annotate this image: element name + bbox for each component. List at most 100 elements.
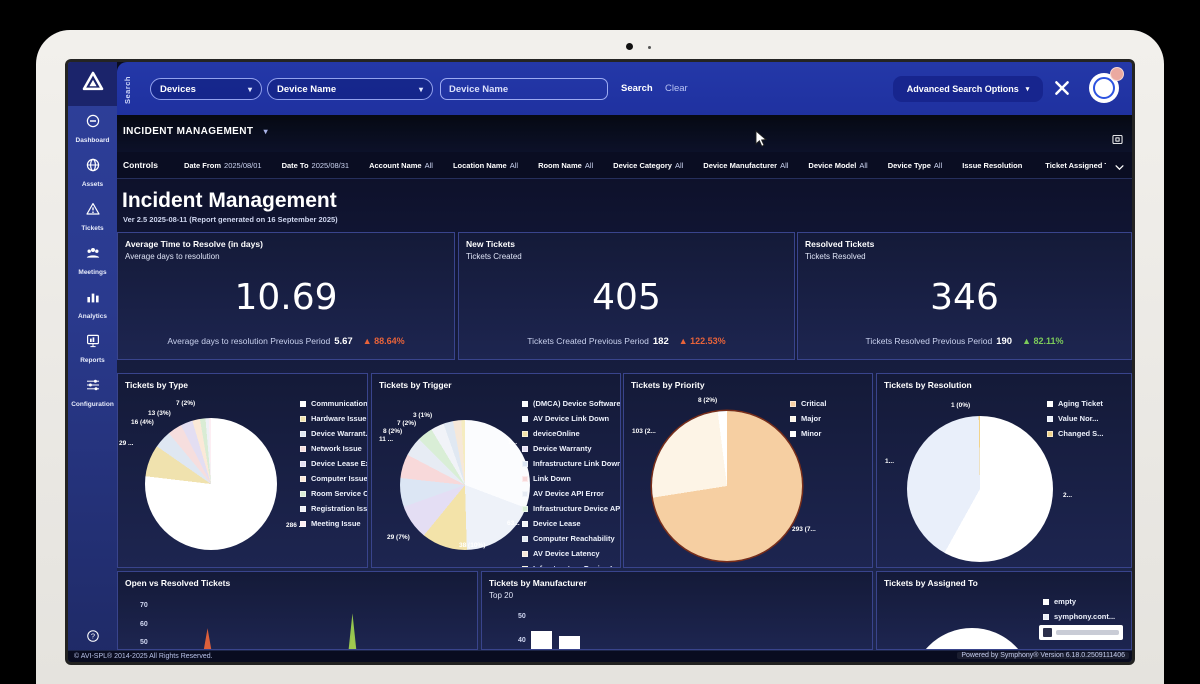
legend-item[interactable]: Link Down — [522, 471, 620, 486]
controls-label: Controls — [123, 160, 158, 170]
sidebar-item-reports[interactable]: Reports — [68, 326, 117, 370]
kpi-previous-period: Average days to resolution Previous Peri… — [167, 336, 405, 347]
legend-item[interactable]: Infrastructure Link Down — [522, 456, 620, 471]
filter-location-name[interactable]: Location Name All — [452, 160, 519, 170]
sidebar-item-analytics[interactable]: Analytics — [68, 282, 117, 326]
chart-card-tickets-by-assigned-to: Tickets by Assigned To empty symphony.con… — [876, 571, 1132, 650]
legend-item[interactable]: Communication... — [300, 396, 368, 411]
filter-date-from[interactable]: Date From 2025/08/01 — [183, 160, 262, 170]
legend-item[interactable]: Value Nor... — [1047, 411, 1103, 426]
legend-item[interactable]: symphony.cont... — [1043, 609, 1115, 624]
advanced-search-options-button[interactable]: Advanced Search Options ▾ — [893, 76, 1043, 102]
legend-item[interactable]: Meeting Issue — [300, 516, 367, 531]
sidebar-item-dashboard[interactable]: Dashboard — [68, 106, 117, 150]
legend-item[interactable]: Critical — [790, 396, 826, 411]
close-icon[interactable] — [1053, 79, 1071, 97]
legend-item[interactable]: Registration Issue — [300, 501, 368, 516]
legend-item[interactable]: deviceOnline — [522, 426, 620, 441]
field-dropdown[interactable]: Device Name ▾ — [267, 78, 433, 100]
pie-data-label: 1 (0%) — [951, 402, 971, 409]
legend-label: Network Issue — [311, 444, 362, 453]
filter-device-category[interactable]: Device Category All — [613, 160, 684, 170]
tickets-by-trigger-pie[interactable] — [400, 420, 530, 550]
search-button[interactable]: Search — [621, 83, 653, 94]
bar[interactable] — [531, 631, 552, 649]
tickets-by-resolution-pie[interactable] — [907, 416, 1053, 562]
tickets-by-type-pie[interactable] — [145, 418, 277, 550]
controls-row: Controls Date From 2025/08/01 Date To 2025/… — [117, 152, 1132, 179]
chart-legend: empty symphony.cont... — [1043, 594, 1115, 624]
sidebar-item-label: Assets — [81, 181, 104, 188]
sidebar-item-meetings[interactable]: Meetings — [68, 238, 117, 282]
user-avatar[interactable] — [1089, 67, 1124, 103]
legend-item[interactable]: (DMCA) Device Software Off... — [522, 396, 620, 411]
legend-swatch — [790, 415, 796, 422]
filter-device-type[interactable]: Device Type All — [887, 160, 943, 170]
legend-item[interactable]: empty — [1043, 594, 1115, 609]
entity-dropdown[interactable]: Devices ▾ — [150, 78, 262, 100]
legend-item[interactable]: Room Service C... — [300, 486, 367, 501]
legend-item[interactable]: Major — [790, 411, 826, 426]
tickets-by-priority-pie[interactable] — [652, 411, 802, 561]
bar[interactable] — [559, 636, 580, 649]
clear-button[interactable]: Clear — [665, 83, 688, 94]
search-section-label: Search — [123, 75, 132, 104]
filter-device-model[interactable]: Device Model All — [808, 160, 868, 170]
legend-item[interactable]: Device Lease — [522, 516, 620, 531]
legend-item[interactable]: Network Issue — [300, 441, 367, 456]
kpi-title: Average Time to Resolve (in days) — [125, 239, 263, 249]
legend-label: Registration Issue — [311, 504, 368, 513]
search-input[interactable] — [440, 78, 608, 100]
chart-title: Tickets by Type — [125, 380, 188, 390]
legend-item[interactable]: Device Warrant... — [300, 426, 367, 441]
svg-text:?: ? — [90, 632, 94, 641]
y-axis-tick: 50 — [140, 639, 148, 647]
report-selector[interactable]: INCIDENT MANAGEMENT ▾ — [123, 126, 268, 137]
field-dropdown-value: Device Name — [277, 83, 337, 95]
legend-item[interactable]: AV Device Latency — [522, 546, 620, 561]
legend-item[interactable]: Hardware Issue — [300, 411, 367, 426]
legend-item[interactable]: Device Warranty — [522, 441, 620, 456]
filter-device-manufacturer[interactable]: Device Manufacturer All — [703, 160, 789, 170]
legend-item[interactable]: Infrastructure Device Login ... — [522, 561, 620, 567]
filter-issue-resolution[interactable]: Issue Resolution — [962, 160, 1023, 170]
legend-item[interactable]: Changed S... — [1047, 426, 1103, 441]
filter-account-name[interactable]: Account Name All — [369, 160, 433, 170]
chart-card-open-vs-resolved: Open vs Resolved Tickets 50 60 70 — [117, 571, 478, 650]
legend-label: Device Lease — [533, 519, 581, 528]
legend-item[interactable]: Computer Reachability — [522, 531, 620, 546]
legend-item[interactable]: Device Lease Ex... — [300, 456, 367, 471]
filter-date-to[interactable]: Date To 2025/08/31 — [281, 160, 350, 170]
legend-item[interactable]: AV Device API Error — [522, 486, 620, 501]
pie-data-label: 29 (7%) — [387, 534, 410, 541]
legend-label: Critical — [801, 399, 827, 408]
legend-label: deviceOnline — [533, 429, 580, 438]
filter-room-name[interactable]: Room Name All — [538, 160, 594, 170]
pie-data-label: 3 (1%) — [413, 412, 433, 419]
analytics-icon — [85, 289, 101, 310]
legend-swatch — [300, 475, 306, 482]
sidebar-item-configuration[interactable]: Configuration — [68, 370, 117, 414]
chevron-down-icon[interactable] — [1114, 160, 1125, 171]
tickets-by-assigned-to-pie[interactable] — [911, 628, 1033, 649]
chart-title: Tickets by Resolution — [884, 380, 972, 390]
sidebar-item-label: Analytics — [78, 313, 107, 320]
legend-label: Communication... — [311, 399, 368, 408]
kpi-title: New Tickets — [466, 239, 515, 249]
sidebar-item-tickets[interactable]: Tickets — [68, 194, 117, 238]
app-logo[interactable] — [68, 62, 117, 106]
legend-item[interactable]: Aging Ticket — [1047, 396, 1103, 411]
legend-item[interactable]: Minor — [790, 426, 826, 441]
pie-data-label: 29 ... — [119, 440, 134, 447]
pie-data-label: 13 (3%) — [148, 410, 171, 417]
legend-item[interactable]: Computer Issue — [300, 471, 367, 486]
legend-item[interactable]: AV Device Link Down — [522, 411, 620, 426]
help-button[interactable]: ? — [68, 629, 117, 648]
image-icon[interactable] — [1111, 133, 1124, 146]
legend-item[interactable]: Infrastructure Device API Er... — [522, 501, 620, 516]
filter-ticket-assigned-to[interactable]: Ticket Assigned To — [1045, 160, 1106, 170]
status-bar: © AVI-SPL® 2014-2025 All Rights Reserved… — [68, 650, 1132, 662]
sidebar-item-assets[interactable]: Assets — [68, 150, 117, 194]
page-title: Incident Management — [122, 189, 337, 212]
legend-swatch — [1047, 400, 1053, 407]
